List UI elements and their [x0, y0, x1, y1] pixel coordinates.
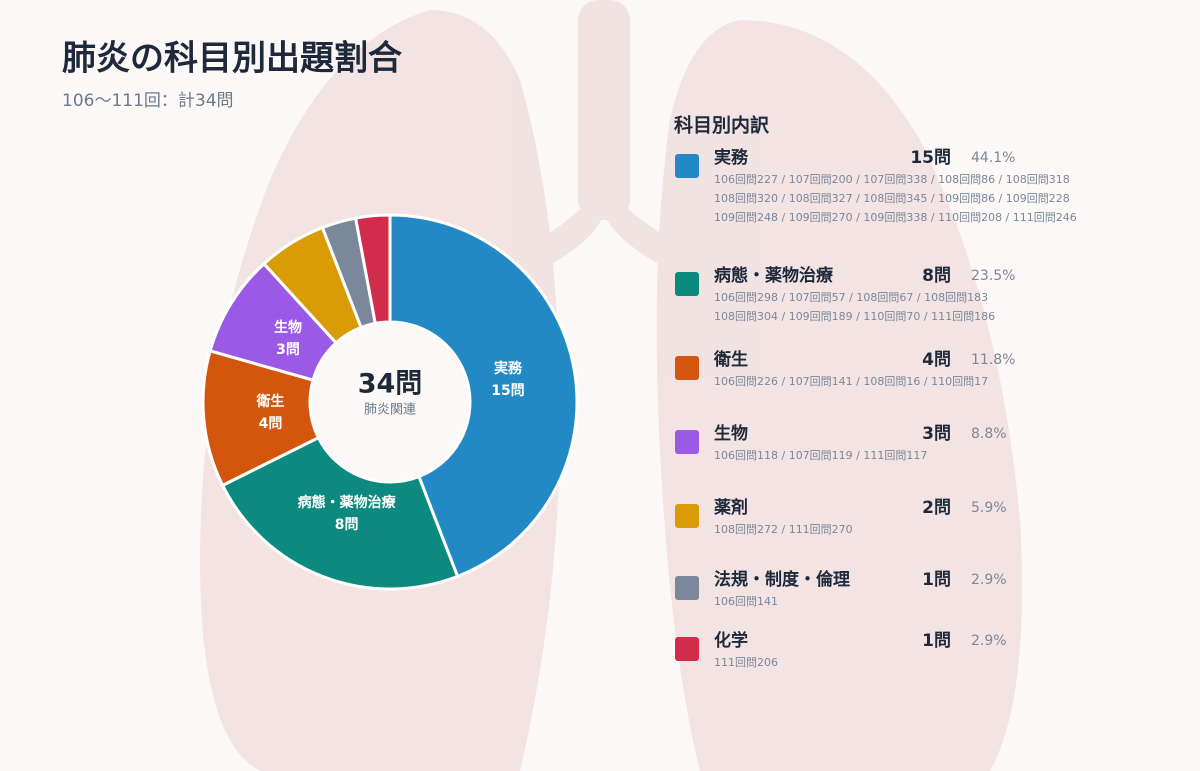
legend-swatch: [675, 576, 699, 600]
legend-detail: 111回問206: [714, 656, 778, 669]
legend-percent: 8.8%: [971, 426, 1007, 442]
legend-swatch: [675, 504, 699, 528]
legend-percent: 44.1%: [971, 150, 1015, 166]
slice-label: 生物: [274, 319, 302, 336]
legend-percent: 2.9%: [971, 572, 1007, 588]
center-caption: 肺炎関連: [364, 403, 416, 418]
slice-value: 8問: [335, 517, 359, 533]
legend-swatch: [675, 430, 699, 454]
donut-slice: [220, 435, 460, 591]
donut-slice: [201, 348, 321, 488]
legend-count: 4問: [922, 350, 951, 370]
legend-name: 実務: [714, 147, 749, 168]
legend-percent: 2.9%: [971, 633, 1007, 649]
legend-detail: 106回問226 / 107回問141 / 108回問16 / 110回問17: [714, 375, 988, 388]
slice-value: 15問: [491, 383, 524, 399]
donut-slice: [388, 213, 579, 579]
legend-count: 1問: [922, 631, 951, 651]
legend-detail: 106回問118 / 107回問119 / 111回問117: [714, 449, 927, 462]
legend-count: 1問: [922, 570, 951, 590]
center-total: 34問: [358, 369, 423, 400]
legend-count: 2問: [922, 498, 951, 518]
chart-subtitle: 106～111回：計34問: [62, 91, 234, 111]
legend-swatch: [675, 637, 699, 661]
legend-detail: 106回問298 / 107回問57 / 108回問67 / 108回問183: [714, 291, 988, 304]
chart-title: 肺炎の科目別出題割合: [62, 39, 402, 79]
legend-title: 科目別内訳: [674, 114, 770, 137]
legend-detail: 108回問272 / 111回問270: [714, 523, 853, 536]
legend-name: 法規・制度・倫理: [714, 569, 850, 590]
legend-detail: 106回問227 / 107回問200 / 107回問338 / 108回問86…: [714, 173, 1070, 186]
legend-swatch: [675, 356, 699, 380]
slice-value: 4問: [259, 416, 283, 432]
slice-label: 病態・薬物治療: [298, 494, 397, 511]
legend-count: 3問: [922, 424, 951, 444]
legend-percent: 23.5%: [971, 268, 1015, 284]
slice-label: 衛生: [256, 393, 285, 410]
legend-name: 薬剤: [714, 497, 748, 518]
legend-name: 病態・薬物治療: [714, 265, 834, 286]
legend-swatch: [675, 154, 699, 178]
legend-name: 化学: [714, 630, 748, 651]
donut-hole: [311, 323, 469, 481]
legend-count: 8問: [922, 266, 951, 286]
legend-percent: 11.8%: [971, 352, 1015, 368]
slice-value: 3問: [276, 342, 300, 358]
legend-percent: 5.9%: [971, 500, 1007, 516]
legend-detail: 109回問248 / 109回問270 / 109回問338 / 110回問20…: [714, 211, 1077, 224]
legend-swatch: [675, 272, 699, 296]
legend-detail: 106回問141: [714, 595, 778, 608]
legend-detail: 108回問304 / 109回問189 / 110回問70 / 111回問186: [714, 310, 995, 323]
legend-name: 衛生: [713, 349, 748, 370]
legend-detail: 108回問320 / 108回問327 / 108回問345 / 109回問86…: [714, 192, 1070, 205]
legend-count: 15問: [910, 148, 951, 168]
slice-label: 実務: [494, 360, 523, 377]
legend-name: 生物: [714, 423, 748, 444]
donut-slice: [353, 213, 392, 326]
